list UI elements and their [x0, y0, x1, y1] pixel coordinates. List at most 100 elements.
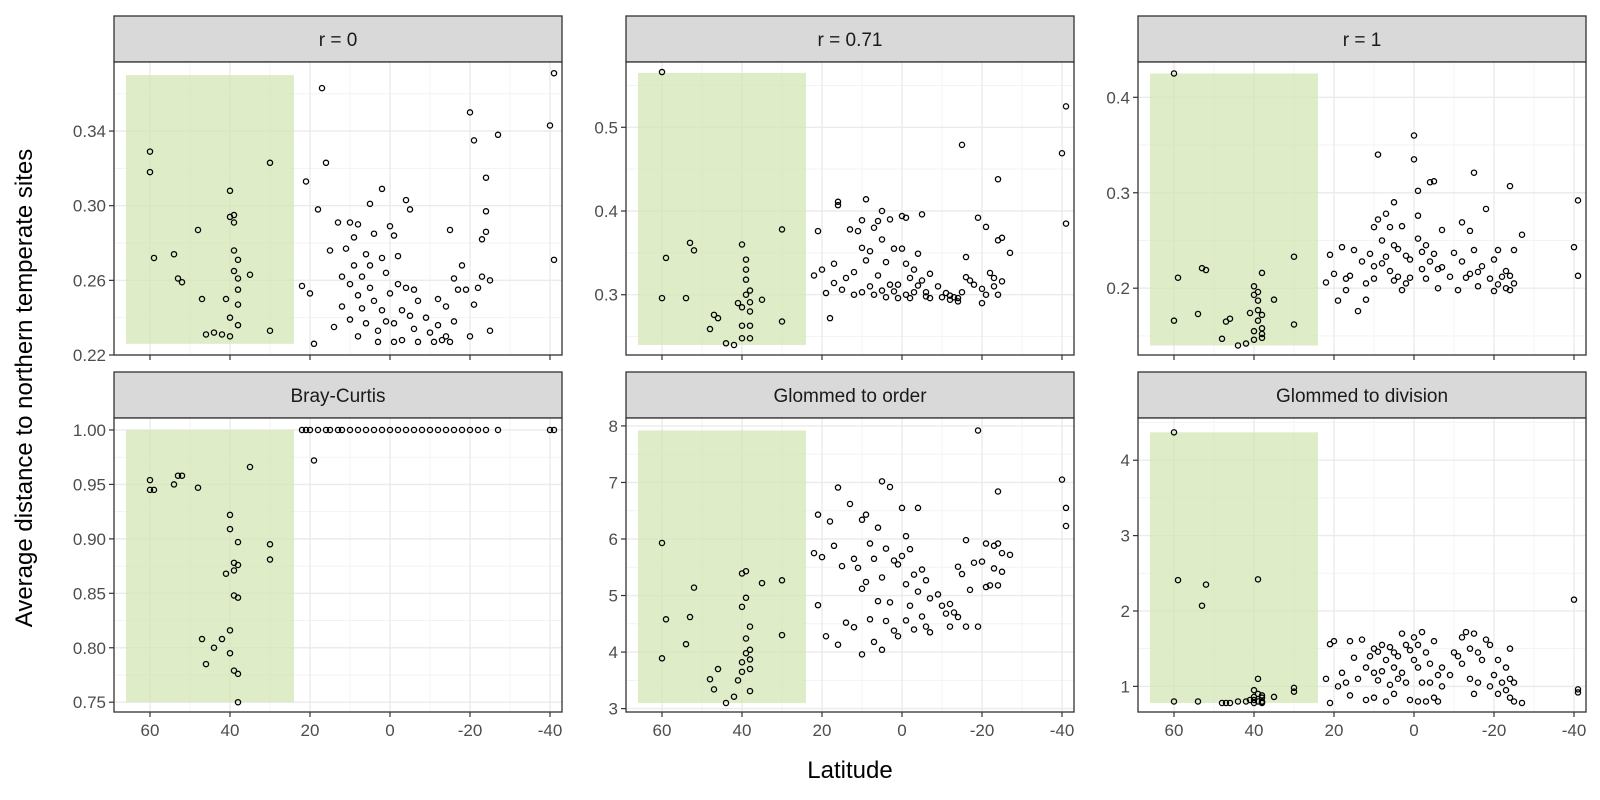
data-point [1378, 641, 1386, 649]
data-point [226, 314, 234, 321]
y-tick-label: 0.80 [73, 639, 106, 658]
y-tick-label: 0.4 [1106, 88, 1130, 107]
data-point [1506, 272, 1514, 280]
data-point [1574, 689, 1582, 696]
data-point [1510, 246, 1518, 254]
data-point [658, 294, 666, 302]
data-point [1474, 283, 1482, 290]
data-point [1350, 246, 1358, 254]
data-point [982, 291, 990, 298]
data-point [738, 304, 746, 311]
data-point [1414, 698, 1422, 705]
data-point [1494, 690, 1502, 698]
data-point [1258, 269, 1266, 277]
data-point [338, 273, 346, 280]
x-tick-label: -20 [970, 721, 995, 740]
data-point [958, 141, 966, 149]
panel-strip [625, 15, 1075, 63]
data-point [1254, 306, 1262, 314]
data-point [1322, 675, 1330, 683]
data-point [970, 559, 978, 566]
data-point [550, 426, 558, 434]
data-point [998, 568, 1006, 576]
data-point [1386, 223, 1394, 231]
data-point [414, 297, 422, 305]
data-point [1494, 246, 1502, 254]
data-point [234, 301, 242, 308]
data-point [1446, 273, 1454, 280]
data-point [870, 291, 878, 298]
data-point [966, 586, 974, 594]
data-point [210, 329, 218, 336]
data-point [378, 426, 386, 434]
data-point [234, 698, 242, 706]
data-point [1346, 272, 1354, 280]
data-point [234, 256, 242, 264]
data-point [898, 552, 906, 560]
x-tick-label: 60 [653, 721, 672, 740]
data-point [882, 258, 890, 266]
data-point [966, 277, 974, 284]
highlight-region [638, 430, 806, 703]
data-point [906, 294, 914, 302]
data-point [226, 187, 234, 195]
data-point [350, 262, 358, 269]
data-point [1174, 576, 1182, 584]
data-point [922, 577, 930, 584]
data-point [410, 325, 418, 333]
data-point [1426, 660, 1434, 668]
data-point [266, 556, 274, 563]
data-point [910, 626, 918, 633]
data-point [1258, 699, 1266, 707]
data-point [1394, 273, 1402, 280]
data-point [722, 340, 730, 347]
data-point [1250, 336, 1258, 343]
panel-strip-label: Bray-Curtis [290, 386, 385, 407]
data-point [746, 687, 754, 695]
data-point [1270, 693, 1278, 701]
data-point [1058, 149, 1066, 157]
data-point [1574, 686, 1582, 693]
data-point [738, 668, 746, 676]
data-point [934, 283, 942, 290]
data-point [210, 644, 218, 652]
data-point [170, 250, 178, 258]
data-point [986, 269, 994, 277]
data-point [494, 131, 502, 139]
data-point [878, 287, 886, 294]
data-point [1390, 664, 1398, 671]
data-point [302, 178, 310, 185]
highlight-region [1150, 432, 1318, 703]
panel-strip-label: r = 1 [1343, 30, 1382, 51]
data-point [886, 281, 894, 288]
data-point [1374, 216, 1382, 223]
data-point [226, 627, 234, 634]
data-point [850, 268, 858, 276]
data-point [1506, 286, 1514, 294]
data-point [1394, 675, 1402, 683]
data-point [150, 486, 158, 494]
data-point [910, 571, 918, 578]
data-point [834, 198, 842, 206]
y-tick-label: 3 [1121, 527, 1130, 546]
data-point [1510, 280, 1518, 287]
x-tick-label: -20 [458, 721, 483, 740]
data-point [478, 273, 486, 280]
data-point [954, 613, 962, 621]
data-point [1490, 671, 1498, 679]
data-point [922, 288, 930, 296]
data-point [466, 333, 474, 340]
data-point [1506, 675, 1514, 683]
data-point [366, 262, 374, 269]
data-point [1370, 645, 1378, 652]
data-point [194, 484, 202, 491]
data-point [366, 200, 374, 208]
y-tick-label: 4 [609, 643, 618, 662]
data-point [882, 545, 890, 552]
data-point [1482, 205, 1490, 213]
x-tick-label: 60 [1165, 721, 1184, 740]
data-point [146, 148, 154, 155]
y-tick-label: 2 [1121, 602, 1130, 621]
data-point [862, 196, 870, 203]
data-point [1242, 340, 1250, 347]
